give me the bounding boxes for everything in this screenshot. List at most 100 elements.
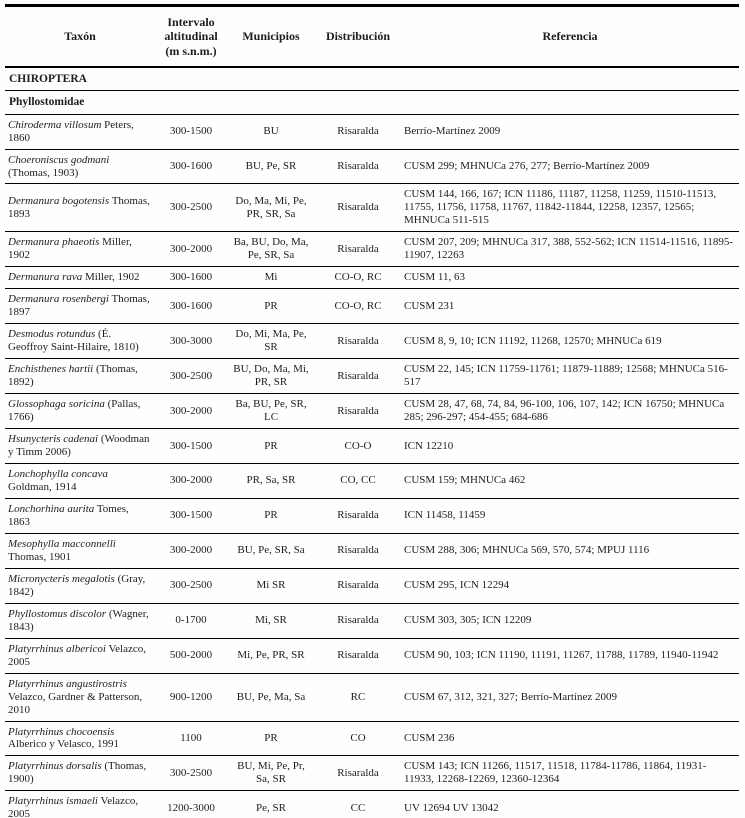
distribucion-cell: Risaralda (315, 183, 401, 233)
table-row: Enchisthenes hartii (Thomas, 1892) 300-2… (5, 358, 739, 395)
section-row-family: Phyllostomidae (5, 90, 739, 115)
taxon-authority: Thomas, 1901 (8, 550, 71, 563)
taxon-scientific-name: Chiroderma villosum (8, 118, 102, 131)
distribucion-cell: Risaralda (315, 358, 401, 395)
distribucion-cell: CO-O, RC (315, 266, 401, 290)
taxon-authority: (É. Geoffroy Saint-Hilaire, 1810) (8, 328, 139, 354)
distribucion-cell: Risaralda (315, 533, 401, 569)
taxon-scientific-name: Lonchophylla concava (8, 467, 108, 480)
section-row-order: CHIROPTERA (5, 67, 739, 92)
interval-cell: 300-2000 (155, 393, 227, 430)
taxon-cell: Dermanura rava Miller, 1902 (5, 266, 155, 290)
taxon-scientific-name: Choeroniscus godmani (8, 153, 110, 166)
table-row: Glossophaga soricina (Pallas, 1766) 300-… (5, 393, 739, 430)
municipios-cell: Do, Ma, Mi, Pe, PR, SR, Sa (227, 183, 315, 233)
table-row: Desmodus rotundus (É. Geoffroy Saint-Hil… (5, 323, 739, 360)
taxon-scientific-name: Platyrrhinus dorsalis (8, 760, 102, 773)
referencia-cell: CUSM 8, 9, 10; ICN 11192, 11268, 12570; … (401, 323, 739, 360)
municipios-cell: PR, Sa, SR (227, 463, 315, 499)
taxon-scientific-name: Platyrrhinus albericoi (8, 642, 106, 655)
taxon-scientific-name: Lonchorhina aurita (8, 502, 95, 515)
table-row: Dermanura bogotensis Thomas, 1893 300-25… (5, 183, 739, 233)
table-header: Taxón Intervalo altitudinal (m s.n.m.) M… (5, 5, 739, 69)
taxon-scientific-name: Dermanura bogotensis (8, 194, 110, 207)
interval-cell: 300-2000 (155, 533, 227, 569)
taxon-authority: (Thomas, 1892) (8, 363, 138, 389)
referencia-cell: CUSM 67, 312, 321, 327; Berrío-Martínez … (401, 673, 739, 722)
interval-cell: 1200-3000 (167, 801, 215, 814)
taxon-cell: Micronycteris megalotis (Gray, 1842) (5, 568, 155, 604)
column-header-municipios: Municipios (227, 5, 315, 69)
distribucion-cell: CO, CC (315, 463, 401, 499)
taxon-cell: Lonchorhina aurita Tomes, 1863 (5, 498, 155, 534)
taxon-authority: Miller, 1902 (8, 236, 132, 262)
species-table: Taxón Intervalo altitudinal (m s.n.m.) M… (5, 4, 739, 818)
distribucion-cell: Risaralda (315, 755, 401, 792)
distribucion-cell: Risaralda (315, 231, 401, 268)
municipios-cell: Mi, SR (227, 603, 315, 639)
municipios-cell: Mi, Pe, PR, SR (227, 638, 315, 674)
referencia-cell: ICN 11458, 11459 (401, 498, 739, 534)
table-row: Mesophylla macconnelli Thomas, 1901 300-… (5, 533, 739, 569)
taxon-scientific-name: Enchisthenes hartii (8, 363, 94, 376)
taxon-scientific-name: Hsunycteris cadenai (8, 433, 99, 446)
taxon-cell: Platyrrhinus angustirostris Velazco, Gar… (5, 673, 155, 722)
table-row: Hsunycteris cadenai (Woodman y Timm 2006… (5, 428, 739, 464)
municipios-cell: Ba, BU, Do, Ma, Pe, SR, Sa (227, 231, 315, 268)
interval-cell: 900-1200 (155, 673, 227, 722)
municipios-cell: Mi SR (227, 568, 315, 604)
municipios-cell: PR (227, 721, 315, 757)
distribucion-cell: Risaralda (315, 323, 401, 360)
interval-cell: 300-1500 (155, 114, 227, 150)
referencia-cell: UV 12694 UV 13042 (404, 801, 499, 814)
table-row: Platyrrhinus albericoi Velazco, 2005 500… (5, 638, 739, 674)
table-row: Platyrrhinus angustirostris Velazco, Gar… (5, 673, 739, 722)
taxon-authority: Goldman, 1914 (8, 480, 77, 493)
taxon-scientific-name: Platyrrhinus angustirostris (8, 677, 127, 690)
referencia-cell: CUSM 22, 145; ICN 11759-11761; 11879-118… (401, 358, 739, 395)
section-label-chiroptera: CHIROPTERA (5, 67, 739, 92)
distribucion-cell: Risaralda (315, 149, 401, 185)
taxon-authority: Tomes, 1863 (8, 502, 129, 528)
interval-cell: 1100 (155, 721, 227, 757)
table-row: Dermanura rosenbergi Thomas, 1897 300-16… (5, 288, 739, 325)
taxon-authority: Thomas, 1893 (8, 194, 150, 220)
interval-cell: 300-2500 (155, 755, 227, 792)
column-header-taxon: Taxón (5, 5, 155, 69)
table-row: Lonchorhina aurita Tomes, 1863 300-1500 … (5, 498, 739, 534)
taxon-authority: (Thomas, 1900) (8, 760, 147, 786)
interval-cell: 300-1500 (155, 428, 227, 464)
municipios-cell: PR (227, 288, 315, 325)
referencia-cell: Berrío-Martínez 2009 (401, 114, 739, 150)
referencia-cell: CUSM 295, ICN 12294 (401, 568, 739, 604)
referencia-cell: CUSM 231 (401, 288, 739, 325)
interval-cell: 300-2000 (155, 231, 227, 268)
distribucion-cell: Risaralda (315, 638, 401, 674)
taxon-cell: Platyrrhinus ismaeli Velazco, 2005 (5, 791, 155, 818)
taxon-scientific-name: Glossophaga soricina (8, 398, 105, 411)
table-row: Chiroderma villosum Peters, 1860 300-150… (5, 114, 739, 150)
taxon-cell: Dermanura phaeotis Miller, 1902 (5, 231, 155, 268)
referencia-cell: CUSM 159; MHNUCa 462 (401, 463, 739, 499)
taxon-authority: Miller, 1902 (85, 271, 140, 284)
municipios-cell: Do, Mi, Ma, Pe, SR (227, 323, 315, 360)
table-row: Platyrrhinus ismaeli Velazco, 2005 1200-… (5, 791, 739, 818)
table-row: Dermanura phaeotis Miller, 1902 300-2000… (5, 231, 739, 268)
taxon-scientific-name: Micronycteris megalotis (8, 572, 115, 585)
referencia-cell: CUSM 299; MHNUCa 276, 277; Berrío-Martín… (401, 149, 739, 185)
taxon-cell: Dermanura rosenbergi Thomas, 1897 (5, 288, 155, 325)
referencia-cell: CUSM 144, 166, 167; ICN 11186, 11187, 11… (401, 183, 739, 233)
taxon-cell: Mesophylla macconnelli Thomas, 1901 (5, 533, 155, 569)
taxon-authority: (Thomas, 1903) (8, 166, 79, 179)
interval-cell: 300-3000 (155, 323, 227, 360)
interval-cell: 300-2500 (155, 358, 227, 395)
header-row: Taxón Intervalo altitudinal (m s.n.m.) M… (5, 5, 739, 69)
column-header-referencia: Referencia (401, 5, 739, 69)
column-header-distribucion: Distribución (315, 5, 401, 69)
table-row: Platyrrhinus dorsalis (Thomas, 1900) 300… (5, 755, 739, 792)
taxon-cell: Lonchophylla concava Goldman, 1914 (5, 463, 155, 499)
taxon-scientific-name: Platyrrhinus chocoensis (8, 725, 115, 738)
taxon-authority: Velazco, 2005 (8, 642, 147, 668)
taxon-cell: Chiroderma villosum Peters, 1860 (5, 114, 155, 150)
distribucion-cell: Risaralda (315, 498, 401, 534)
